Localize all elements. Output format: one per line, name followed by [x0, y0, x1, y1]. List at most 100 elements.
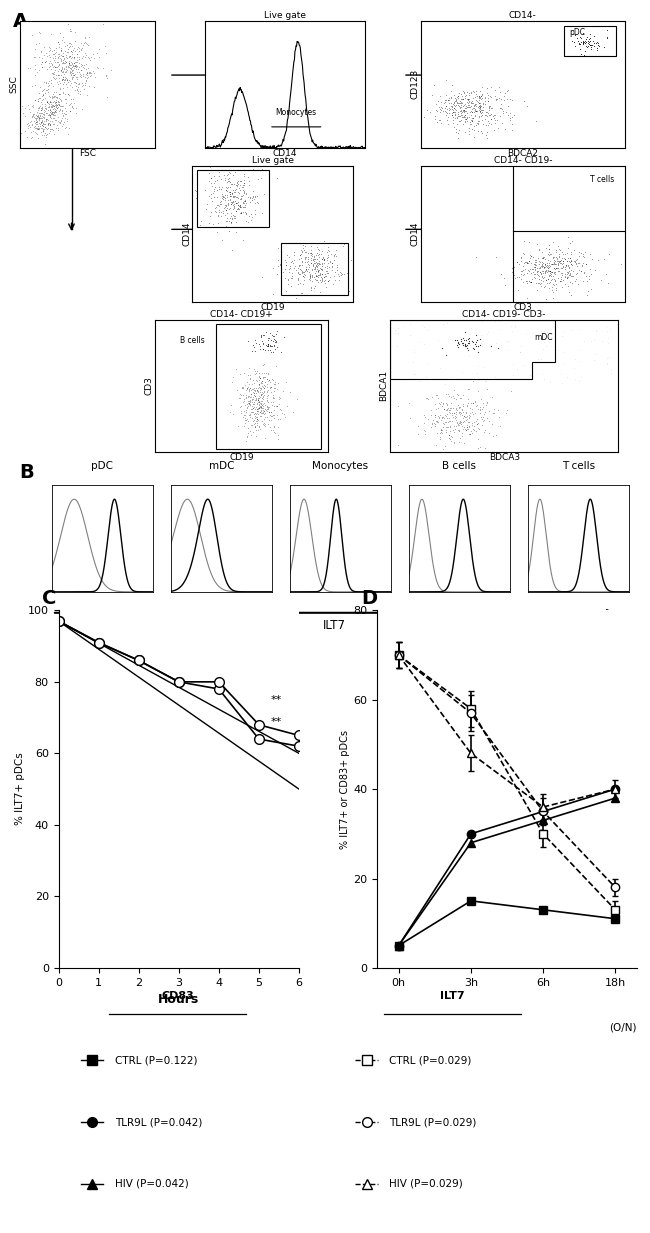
Point — [492, 110, 502, 129]
Point — [218, 155, 228, 175]
Point — [27, 106, 38, 126]
Point — [252, 391, 263, 411]
Point — [265, 417, 276, 436]
Point — [226, 194, 236, 213]
Point — [536, 276, 546, 296]
Point — [455, 404, 465, 424]
Point — [323, 240, 333, 260]
Point — [317, 240, 327, 260]
Point — [566, 272, 576, 292]
Point — [503, 80, 514, 100]
Point — [521, 253, 532, 272]
Point — [447, 105, 457, 125]
Point — [41, 43, 51, 63]
Point — [307, 255, 318, 275]
Point — [200, 180, 211, 200]
Point — [445, 403, 456, 423]
Point — [88, 62, 99, 81]
Point — [32, 118, 43, 138]
Point — [40, 52, 50, 72]
Point — [467, 393, 478, 413]
Point — [297, 252, 307, 271]
Point — [45, 88, 55, 107]
Point — [32, 115, 42, 134]
Point — [319, 256, 330, 276]
Point — [474, 101, 485, 121]
Point — [518, 272, 528, 292]
Point — [72, 55, 83, 75]
Point — [235, 202, 246, 222]
Point — [48, 102, 58, 122]
Point — [242, 423, 253, 443]
Point — [541, 260, 551, 280]
Point — [41, 97, 51, 117]
Point — [298, 263, 308, 282]
Point — [216, 184, 227, 203]
Point — [555, 253, 566, 272]
Point — [238, 379, 248, 398]
Point — [24, 99, 34, 118]
Point — [68, 55, 78, 75]
Point — [409, 340, 419, 360]
Point — [68, 60, 79, 80]
Point — [467, 99, 477, 118]
Point — [223, 171, 233, 191]
Point — [477, 97, 488, 117]
Point — [289, 249, 299, 269]
Point — [489, 403, 500, 423]
Point — [242, 396, 253, 416]
Point — [327, 256, 337, 276]
Point — [550, 264, 560, 284]
Point — [53, 95, 64, 115]
Point — [458, 101, 469, 121]
Point — [253, 401, 263, 420]
Point — [449, 432, 460, 451]
Point — [272, 264, 282, 284]
Point — [239, 166, 250, 186]
Point — [53, 74, 63, 94]
Point — [434, 407, 445, 427]
Point — [473, 107, 484, 127]
Point — [61, 47, 72, 67]
Point — [315, 264, 326, 284]
Point — [39, 100, 49, 120]
Point — [470, 101, 480, 121]
Point — [540, 254, 551, 274]
Point — [297, 266, 307, 286]
Point — [430, 406, 440, 425]
Point — [55, 49, 66, 69]
Point — [446, 96, 456, 116]
Point — [276, 343, 287, 363]
Point — [227, 182, 237, 202]
Point — [263, 335, 273, 355]
Point — [456, 330, 467, 350]
Point — [586, 39, 597, 59]
Point — [538, 271, 548, 291]
X-axis label: CD19: CD19 — [229, 453, 254, 462]
Point — [68, 99, 78, 118]
Point — [309, 268, 319, 287]
Point — [439, 414, 449, 434]
Point — [303, 248, 313, 268]
Point — [46, 73, 57, 92]
Point — [577, 256, 588, 276]
Point — [454, 433, 464, 453]
Point — [582, 27, 592, 47]
Point — [404, 393, 415, 413]
Point — [57, 58, 68, 78]
Point — [562, 268, 573, 287]
Point — [461, 419, 471, 439]
Point — [262, 382, 272, 402]
Point — [247, 391, 257, 411]
Point — [58, 32, 69, 52]
Point — [226, 186, 236, 206]
Point — [313, 261, 324, 281]
Point — [438, 393, 448, 413]
Point — [38, 121, 48, 141]
Point — [56, 62, 66, 81]
Point — [579, 264, 590, 284]
Point — [61, 57, 72, 76]
Point — [252, 413, 262, 433]
Point — [530, 255, 540, 275]
Point — [240, 184, 251, 203]
